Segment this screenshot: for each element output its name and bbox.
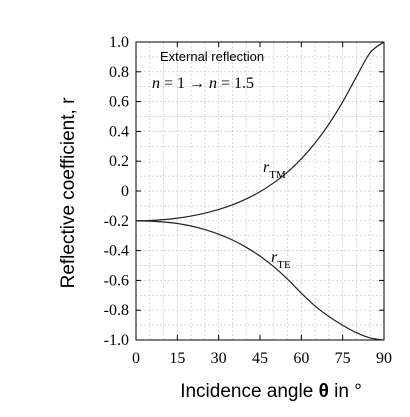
- grid-lines: [136, 42, 384, 340]
- condition-mid: = 1 →: [160, 75, 209, 92]
- y-tick-label: -0.4: [104, 243, 129, 260]
- series-label-tm-subscript: TM: [269, 169, 286, 181]
- series-label-tm-name: r: [263, 159, 270, 176]
- y-axis-label: Reflective coefficient, r: [58, 97, 79, 288]
- series-label-te-name: r: [271, 249, 278, 266]
- y-tick-label: 0.8: [109, 64, 129, 81]
- y-tick-label: -1.0: [104, 332, 129, 349]
- x-axis-label: Incidence angle θ in °: [180, 381, 362, 402]
- y-tick-label: -0.2: [104, 213, 129, 230]
- y-tick-label: -0.6: [104, 272, 129, 289]
- x-tick-labels: 0 15 30 45 60 75 90: [132, 350, 392, 367]
- series-line-tm: [135, 41, 385, 222]
- y-tick-label: 0.6: [109, 94, 129, 111]
- y-tick-label: -0.8: [104, 302, 129, 319]
- annotation-external-reflection: External reflection: [160, 49, 264, 64]
- axis-ticks: [135, 41, 385, 341]
- x-tick-label: 0: [132, 350, 140, 367]
- y-tick-label: 1.0: [109, 34, 129, 51]
- x-axis-label-theta: θ: [319, 381, 329, 402]
- condition-n1: n: [152, 75, 160, 92]
- x-axis-label-suffix: in °: [329, 381, 362, 402]
- condition-end: = 1.5: [217, 75, 254, 92]
- x-tick-label: 45: [252, 350, 268, 367]
- condition-n2: n: [209, 75, 217, 92]
- annotation-refractive-condition: n = 1 → n = 1.5: [152, 75, 254, 92]
- series-lines: [135, 41, 385, 341]
- x-tick-label: 15: [169, 350, 185, 367]
- y-tick-label: 0.4: [109, 123, 129, 140]
- series-line-te: [135, 220, 385, 341]
- x-tick-label: 90: [376, 350, 392, 367]
- series-label-te: rTE: [271, 249, 291, 271]
- x-tick-label: 30: [211, 350, 227, 367]
- x-tick-label: 60: [293, 350, 309, 367]
- y-tick-label: 0.2: [109, 153, 129, 170]
- x-tick-label: 75: [335, 350, 351, 367]
- x-axis-label-prefix: Incidence angle: [180, 381, 318, 402]
- y-tick-labels: 1.0 0.8 0.6 0.4 0.2 0 -0.2 -0.4 -0.6 -0.8 -1.0: [104, 34, 129, 349]
- series-label-tm: rTM: [263, 159, 286, 181]
- y-tick-label: 0: [121, 183, 129, 200]
- series-label-te-subscript: TE: [277, 259, 291, 271]
